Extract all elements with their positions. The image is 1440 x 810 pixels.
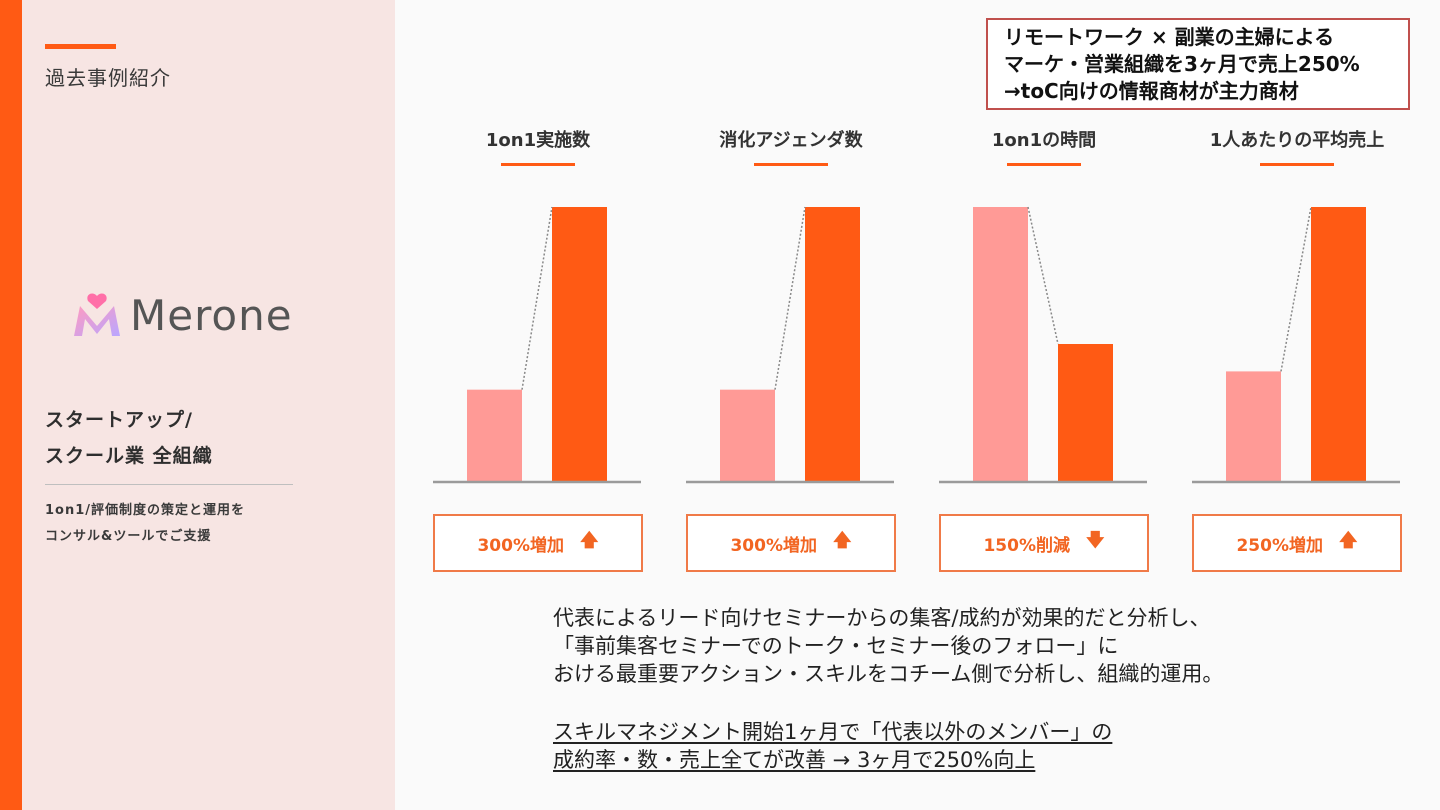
trend-connector: [1280, 206, 1312, 372]
bar-after: [805, 207, 860, 481]
result-summary-line: 成約率・数・売上全てが改善 → 3ヶ月で250%向上: [553, 748, 1036, 772]
headline-line: マーケ・営業組織を3ヶ月で売上250%: [1004, 52, 1360, 76]
bar-chart: [686, 206, 894, 484]
logo-wordmark: Merone: [130, 290, 293, 340]
bar-after: [1058, 344, 1113, 481]
result-summary-line: スキルマネジメント開始1ヶ月で「代表以外のメンバー」の: [553, 720, 1113, 744]
chart-title-underline: [754, 163, 828, 166]
analysis-line: おける最重要アクション・スキルをコチーム側で分析し、組織的運用。: [553, 662, 1224, 686]
chart-title: 1人あたりの平均売上: [1209, 130, 1385, 151]
accent-bar: [0, 0, 22, 810]
analysis-line: 代表によるリード向けセミナーからの集客/成約が効果的だと分析し、: [553, 606, 1211, 630]
chart-panel-avg-sales: 1人あたりの平均売上 250%増加 🡅: [1192, 120, 1402, 580]
chart-title: 消化アジェンダ数: [719, 130, 863, 151]
bar-chart: [1192, 206, 1400, 484]
section-title-rule: [45, 44, 116, 49]
bar-chart: [939, 206, 1147, 484]
service-description-line: 1on1/評価制度の策定と運用を: [45, 503, 246, 518]
bar-before: [720, 389, 775, 481]
result-label: 150%削減: [983, 535, 1070, 556]
chart-title-underline: [1007, 163, 1081, 166]
result-badge: 150%削減 🡇: [939, 514, 1149, 572]
chart-title: 1on1の時間: [991, 130, 1097, 151]
result-badge: 300%増加 🡅: [686, 514, 896, 572]
headline-line: →toC向けの情報商材が主力商材: [1004, 79, 1299, 103]
bar-before: [1226, 371, 1281, 481]
sidebar: [22, 0, 395, 810]
company-type: スタートアップ/ スクール業 全組織: [45, 402, 213, 474]
bar-before: [973, 207, 1028, 481]
bar-after: [552, 207, 607, 481]
company-type-line: スタートアップ/: [45, 409, 193, 431]
chart-panel-1on1-time: 1on1の時間 150%削減 🡇: [939, 120, 1149, 580]
trend-connector: [521, 206, 553, 390]
result-label: 300%増加: [730, 535, 817, 556]
merone-logo: Merone: [70, 290, 293, 340]
analysis-text: 代表によるリード向けセミナーからの集客/成約が効果的だと分析し、 「事前集客セミ…: [553, 604, 1223, 688]
chart-panel-agenda-count: 消化アジェンダ数 300%増加 🡅: [686, 120, 896, 580]
result-summary: スキルマネジメント開始1ヶ月で「代表以外のメンバー」の 成約率・数・売上全てが改…: [553, 718, 1112, 774]
sidebar-divider: [45, 484, 293, 485]
section-title: 過去事例紹介: [45, 66, 171, 90]
chart-panel-1on1-count: 1on1実施数 300%増加 🡅: [433, 120, 643, 580]
result-label: 250%増加: [1236, 535, 1323, 556]
headline-line: リモートワーク × 副業の主婦による: [1004, 25, 1335, 49]
arrow-up-icon: 🡅: [833, 530, 852, 551]
analysis-line: 「事前集客セミナーでのトーク・セミナー後のフォロー」に: [553, 634, 1119, 658]
merone-logo-icon: [74, 293, 120, 336]
trend-connector: [1027, 206, 1059, 345]
company-type-line: スクール業 全組織: [45, 445, 213, 467]
arrow-up-icon: 🡅: [580, 530, 599, 551]
chart-title: 1on1実施数: [485, 130, 591, 151]
arrow-down-icon: 🡇: [1086, 530, 1105, 551]
result-badge: 250%増加 🡅: [1192, 514, 1402, 572]
service-description: 1on1/評価制度の策定と運用を コンサル&ツールでご支援: [45, 498, 245, 550]
arrow-up-icon: 🡅: [1339, 530, 1358, 551]
chart-title-underline: [1260, 163, 1334, 166]
bar-before: [467, 389, 522, 481]
chart-title-underline: [501, 163, 575, 166]
trend-connector: [774, 206, 806, 390]
bar-after: [1311, 207, 1366, 481]
result-badge: 300%増加 🡅: [433, 514, 643, 572]
headline-box: リモートワーク × 副業の主婦による マーケ・営業組織を3ヶ月で売上250% →…: [986, 18, 1410, 110]
bar-chart: [433, 206, 641, 484]
result-label: 300%増加: [477, 535, 564, 556]
service-description-line: コンサル&ツールでご支援: [45, 529, 212, 544]
